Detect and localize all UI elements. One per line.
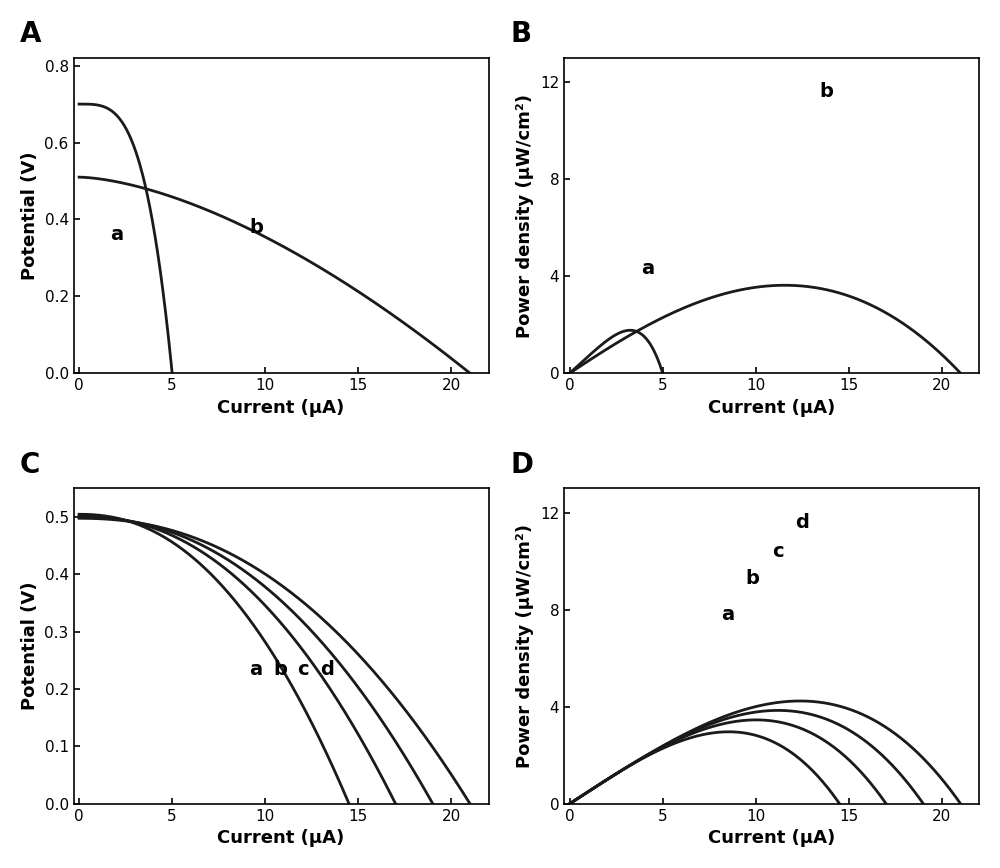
X-axis label: Current (μA): Current (μA) — [708, 829, 835, 847]
Text: a: a — [110, 226, 123, 244]
Text: d: d — [320, 660, 334, 679]
Text: C: C — [20, 451, 40, 479]
Y-axis label: Power density (μW/cm²): Power density (μW/cm²) — [516, 524, 534, 768]
Y-axis label: Potential (V): Potential (V) — [21, 582, 39, 710]
Text: b: b — [745, 569, 759, 588]
Text: B: B — [510, 21, 531, 49]
Y-axis label: Potential (V): Potential (V) — [21, 151, 39, 279]
X-axis label: Current (μA): Current (μA) — [708, 398, 835, 417]
Text: A: A — [20, 21, 41, 49]
Y-axis label: Power density (μW/cm²): Power density (μW/cm²) — [516, 94, 534, 338]
X-axis label: Current (μA): Current (μA) — [217, 398, 345, 417]
Text: c: c — [772, 542, 784, 561]
Text: d: d — [795, 513, 809, 532]
X-axis label: Current (μA): Current (μA) — [217, 829, 345, 847]
Text: a: a — [249, 660, 262, 679]
Text: D: D — [510, 451, 533, 479]
Text: a: a — [721, 605, 734, 624]
Text: b: b — [273, 660, 287, 679]
Text: b: b — [249, 218, 263, 237]
Text: c: c — [297, 660, 308, 679]
Text: a: a — [641, 260, 654, 279]
Text: b: b — [820, 82, 833, 102]
